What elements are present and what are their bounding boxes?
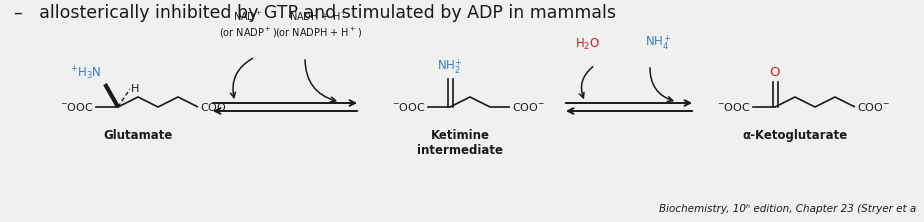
Text: Glutamate: Glutamate [103, 129, 173, 142]
Text: $^{-}$OOC: $^{-}$OOC [393, 101, 426, 113]
Text: $^{+}$H$_3$N: $^{+}$H$_3$N [70, 65, 102, 82]
Text: O: O [770, 66, 780, 79]
Text: H$_2$O: H$_2$O [576, 37, 601, 52]
Text: $^{-}$OOC: $^{-}$OOC [60, 101, 94, 113]
Text: NADH + H$^+$
(or NADPH + H$^+$): NADH + H$^+$ (or NADPH + H$^+$) [274, 10, 361, 40]
Text: α-Ketoglutarate: α-Ketoglutarate [742, 129, 847, 142]
Text: Biochemistry, 10ʰ edition, Chapter 23 (Stryer et a: Biochemistry, 10ʰ edition, Chapter 23 (S… [659, 204, 916, 214]
Text: Ketimine
intermediate: Ketimine intermediate [417, 129, 503, 157]
Text: NAD$^+$
(or NADP$^+$): NAD$^+$ (or NADP$^+$) [219, 10, 277, 40]
Text: $^{-}$OOC: $^{-}$OOC [717, 101, 751, 113]
Text: –   allosterically inhibited by GTP and stimulated by ADP in mammals: – allosterically inhibited by GTP and st… [14, 4, 616, 22]
Text: COO$^{-}$: COO$^{-}$ [200, 101, 233, 113]
Text: NH$_2^{+}$: NH$_2^{+}$ [437, 57, 463, 76]
Text: NH$_4^+$: NH$_4^+$ [645, 33, 672, 52]
Text: H: H [131, 84, 140, 94]
Text: COO$^{-}$: COO$^{-}$ [857, 101, 890, 113]
Text: COO$^{-}$: COO$^{-}$ [512, 101, 545, 113]
